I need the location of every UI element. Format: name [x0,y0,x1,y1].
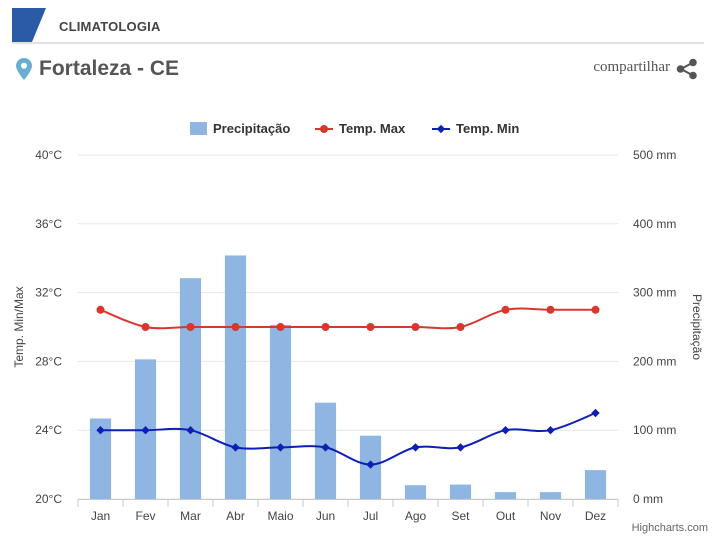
temp-max-point[interactable] [366,323,375,331]
x-tick-label: Out [496,509,516,523]
y-right-tick-label: 500 mm [633,148,676,162]
temp-max-point[interactable] [591,305,600,314]
x-tick-label: Mar [180,509,201,523]
temp-max-point[interactable] [231,323,240,331]
x-tick-label: Set [451,509,470,523]
y-left-tick-label: 40°C [35,148,62,162]
temp-max-point[interactable] [321,323,330,331]
temp-min-point[interactable] [321,443,330,452]
x-tick-label: Jul [363,509,378,523]
header-tab-shape [12,8,46,42]
x-tick-label: Dez [585,509,606,523]
y-right-axis-title: Precipitação [690,294,704,360]
temp-max-point[interactable] [411,323,420,331]
temp-min-point[interactable] [96,426,105,435]
temp-max-point[interactable] [276,323,285,331]
y-right-tick-label: 400 mm [633,217,676,231]
temp-min-point[interactable] [186,426,195,435]
x-tick-label: Nov [540,509,561,523]
temp-max-point[interactable] [141,323,150,331]
share-icon[interactable] [676,58,698,80]
precipitation-bar[interactable] [404,485,427,499]
temp-min-point[interactable] [231,443,240,452]
legend-item-precipitacao[interactable]: Precipitação [190,121,290,136]
temp-min-point[interactable] [501,426,510,435]
y-left-axis-title: Temp. Min/Max [12,286,26,367]
temp-max-point[interactable] [186,323,195,331]
temp-max-point[interactable] [456,323,465,331]
temp-max-point[interactable] [501,305,510,314]
y-right-tick-label: 300 mm [633,286,676,300]
x-tick-label: Jan [91,509,110,523]
section-header: CLIMATOLOGIA [12,8,704,44]
temp-min-point[interactable] [141,426,150,435]
y-right-tick-label: 100 mm [633,423,676,437]
x-tick-label: Jun [316,509,335,523]
legend-marker [436,124,446,134]
x-tick-label: Abr [226,509,245,523]
precipitation-bar[interactable] [89,418,112,499]
x-tick-label: Maio [267,509,293,523]
temp-min-point[interactable] [366,460,375,469]
legend-marker [320,125,328,133]
map-pin-icon [16,58,32,80]
temp-min-point[interactable] [546,426,555,435]
axes: 20°C 24°C 28°C 32°C 36°C 40°C 0 mm 100 mm 200 mm… [12,148,704,523]
y-left-tick-label: 28°C [35,354,62,368]
legend-item-temp-max[interactable]: Temp. Max [315,121,406,136]
y-left-tick-label: 24°C [35,423,62,437]
temp-max-line [100,307,596,330]
y-left-tick-label: 36°C [35,217,62,231]
legend-swatch [190,122,207,135]
precipitation-bar[interactable] [449,484,472,499]
temp-max-point[interactable] [96,305,105,314]
precipitation-bars [89,255,607,499]
legend: Precipitação Temp. Max Temp. Min [190,121,519,136]
precipitation-bar[interactable] [584,470,607,499]
y-right-tick-label: 200 mm [633,354,676,368]
precipitation-bar[interactable] [179,278,202,499]
temp-max-point[interactable] [546,305,555,314]
precipitation-bar[interactable] [539,492,562,499]
legend-label: Precipitação [213,121,290,136]
temp-min-point[interactable] [456,443,465,452]
legend-label: Temp. Min [456,121,519,136]
y-right-tick-label: 0 mm [633,492,663,506]
share-label: compartilhar [593,59,670,75]
location-name: Fortaleza - CE [39,57,180,80]
precipitation-bar[interactable] [269,324,292,499]
precipitation-bar[interactable] [224,255,247,499]
y-left-tick-label: 20°C [35,492,62,506]
temp-min-point[interactable] [276,443,285,452]
legend-item-temp-min[interactable]: Temp. Min [432,121,519,136]
section-title: CLIMATOLOGIA [59,19,161,34]
chart-credits[interactable]: Highcharts.com [631,522,708,534]
temperature-lines [96,305,600,469]
temp-min-point[interactable] [411,443,420,452]
temp-min-line [100,412,596,466]
precipitation-bar[interactable] [494,492,517,499]
x-tick-label: Fev [135,509,155,523]
y-left-tick-label: 32°C [35,286,62,300]
x-tick-label: Ago [405,509,427,523]
legend-label: Temp. Max [339,121,406,136]
temp-min-point[interactable] [591,408,600,418]
